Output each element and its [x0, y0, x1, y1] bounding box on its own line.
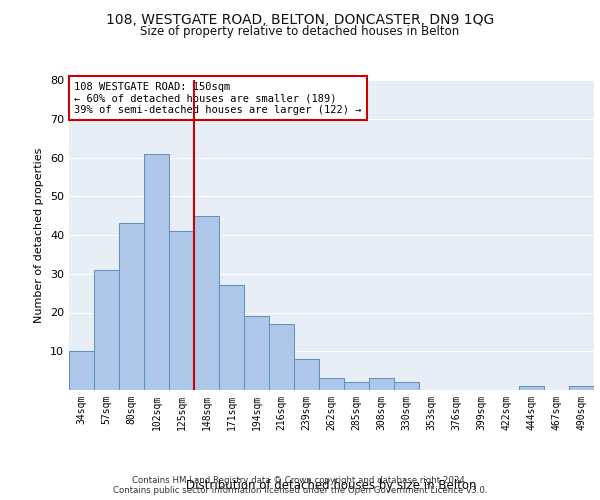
Text: 108 WESTGATE ROAD: 150sqm
← 60% of detached houses are smaller (189)
39% of semi: 108 WESTGATE ROAD: 150sqm ← 60% of detac… [74, 82, 362, 115]
Bar [369, 378, 394, 390]
Text: Size of property relative to detached houses in Belton: Size of property relative to detached ho… [140, 25, 460, 38]
Bar [69, 351, 94, 390]
Text: 108, WESTGATE ROAD, BELTON, DONCASTER, DN9 1QG: 108, WESTGATE ROAD, BELTON, DONCASTER, D… [106, 12, 494, 26]
Bar [269, 324, 294, 390]
Bar [94, 270, 119, 390]
Bar [169, 231, 194, 390]
Bar [194, 216, 219, 390]
Bar [569, 386, 594, 390]
X-axis label: Distribution of detached houses by size in Belton: Distribution of detached houses by size … [186, 478, 477, 492]
Bar [294, 359, 319, 390]
Text: Contains public sector information licensed under the Open Government Licence v3: Contains public sector information licen… [113, 486, 487, 495]
Bar [519, 386, 544, 390]
Bar [394, 382, 419, 390]
Bar [144, 154, 169, 390]
Bar [119, 224, 144, 390]
Bar [244, 316, 269, 390]
Bar [344, 382, 369, 390]
Text: Contains HM Land Registry data © Crown copyright and database right 2024.: Contains HM Land Registry data © Crown c… [132, 476, 468, 485]
Bar [219, 286, 244, 390]
Y-axis label: Number of detached properties: Number of detached properties [34, 148, 44, 322]
Bar [319, 378, 344, 390]
